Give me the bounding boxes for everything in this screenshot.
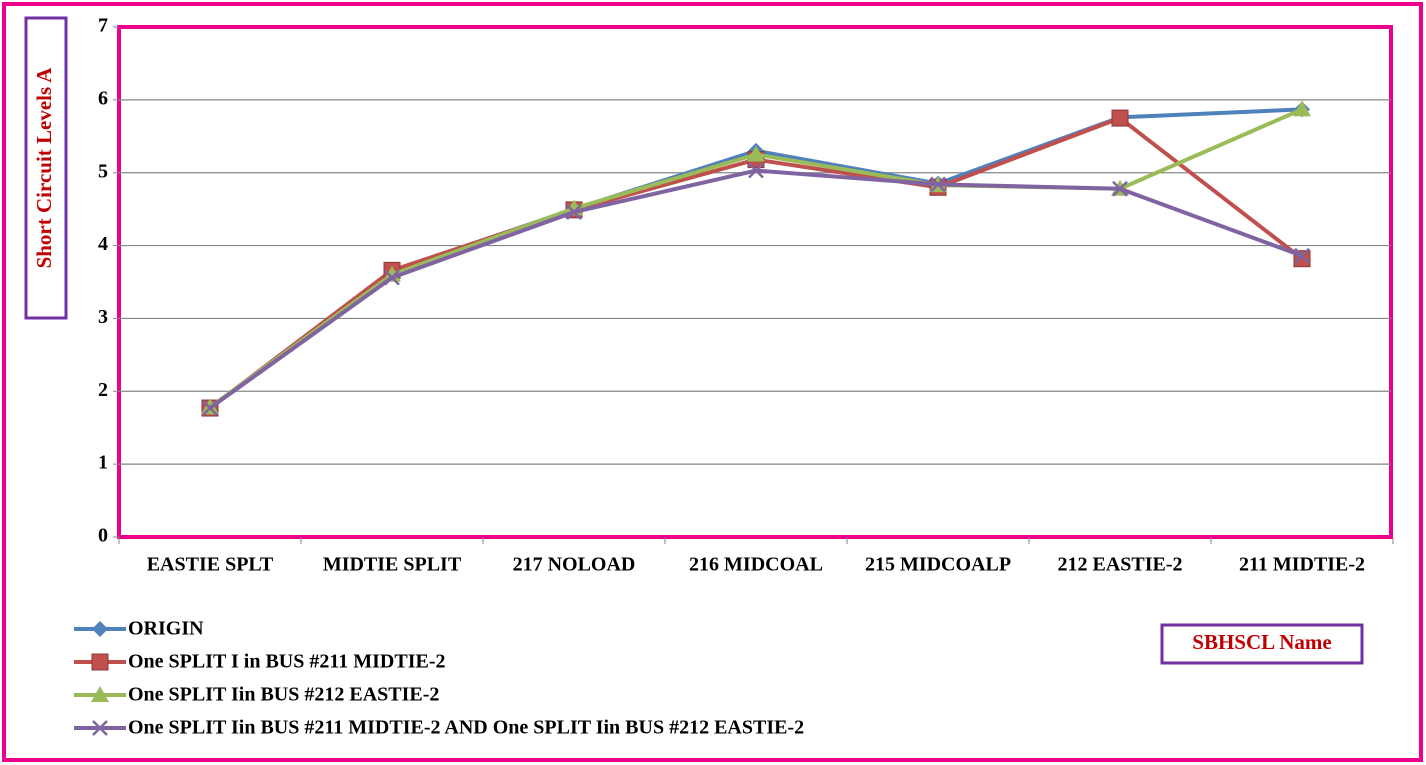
legend-label: ORIGIN <box>128 618 204 640</box>
data-point <box>747 145 765 162</box>
x-axis-label: SBHSCL Name <box>1192 630 1331 654</box>
legend-marker <box>91 686 109 702</box>
y-axis-label: Short Circuit Levels A <box>32 67 56 269</box>
data-point <box>384 269 400 286</box>
y-tick-label: 1 <box>98 452 108 474</box>
data-point <box>930 176 946 193</box>
y-tick-label: 0 <box>98 525 108 547</box>
data-point <box>1293 100 1311 117</box>
x-label-box <box>1160 623 1364 665</box>
y-label-box <box>24 16 68 320</box>
y-tick-label: 4 <box>98 233 108 255</box>
plot-border <box>117 25 1393 539</box>
x-tick-label: 215 MIDCOALP <box>865 554 1011 576</box>
y-tick-label: 7 <box>98 15 108 37</box>
x-tick-label: 211 MIDTIE-2 <box>1239 554 1365 576</box>
x-tick-label: MIDTIE SPLIT <box>323 554 462 576</box>
legend-label: One SPLIT Iin BUS #211 MIDTIE-2 AND One … <box>128 717 804 739</box>
data-point <box>1111 109 1129 127</box>
y-tick-label: 5 <box>98 160 108 182</box>
legend-marker <box>92 720 108 736</box>
legend-marker <box>92 621 108 637</box>
legend-label: One SPLIT I in BUS #211 MIDTIE-2 <box>128 651 446 673</box>
y-tick-label: 3 <box>98 306 108 328</box>
data-point <box>748 162 764 179</box>
data-point <box>202 400 218 416</box>
y-tick-label: 2 <box>98 379 108 401</box>
legend-label: One SPLIT Iin BUS #212 EASTIE-2 <box>128 684 439 706</box>
legend-marker <box>91 653 109 671</box>
y-tick-label: 6 <box>98 87 108 109</box>
data-point <box>566 204 582 220</box>
data-point <box>1294 247 1310 264</box>
x-tick-label: 216 MIDCOAL <box>689 554 823 576</box>
x-tick-label: EASTIE SPLT <box>147 554 274 576</box>
x-tick-label: 212 EASTIE-2 <box>1057 554 1182 576</box>
data-point <box>1112 180 1128 197</box>
series-line <box>208 168 1303 410</box>
x-tick-label: 217 NOLOAD <box>513 554 636 576</box>
